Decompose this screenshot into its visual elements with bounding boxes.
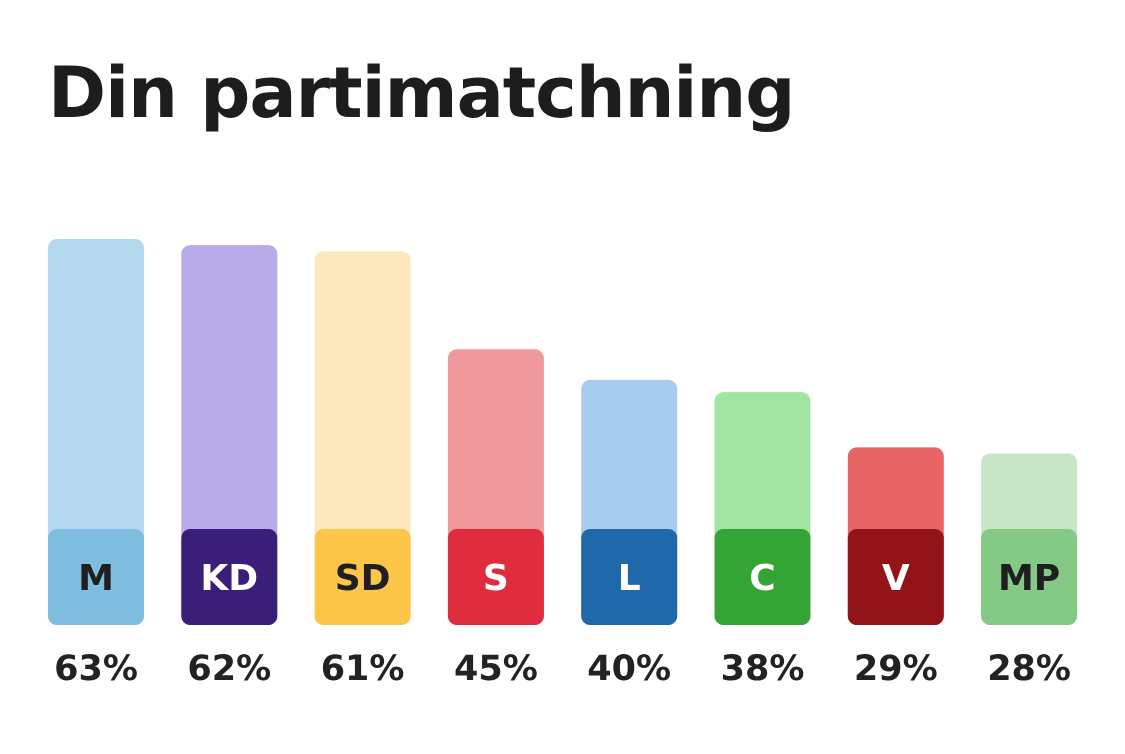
bar-group-v: V 29% [847,447,944,689]
chart-title: Din partimatchning [48,52,795,134]
party-badge-m [48,529,144,625]
party-badge-l [581,529,678,625]
value-label-sd: 61% [321,649,405,689]
party-label-l: L [618,558,641,599]
bar-group-m: M 63% [48,239,144,689]
party-label-mp: MP [998,558,1060,599]
party-badge-v [847,529,944,625]
value-label-s: 45% [454,649,538,689]
party-badge-mp [981,529,1078,625]
bar-group-l: L 40% [581,379,678,689]
party-label-s: S [483,558,509,599]
party-label-kd: KD [200,558,258,599]
party-label-c: C [749,558,775,599]
value-label-m: 63% [54,649,138,689]
party-badge-kd [181,529,278,625]
party-badge-c [714,529,811,625]
bar-group-s: S 45% [447,349,544,689]
value-label-c: 38% [721,649,805,689]
value-label-mp: 28% [987,649,1071,689]
value-label-v: 29% [854,649,938,689]
party-label-sd: SD [335,558,391,599]
party-label-v: V [882,558,910,599]
value-label-l: 40% [587,649,671,689]
party-badge-s [447,529,544,625]
party-badge-sd [314,529,411,625]
value-label-kd: 62% [187,649,271,689]
bar-group-mp: MP 28% [981,453,1078,689]
bar-group-sd: SD 61% [314,251,411,689]
party-label-m: M [78,558,114,599]
bar-m [48,239,144,625]
bar-group-c: C 38% [714,392,811,689]
bar-group-kd: KD 62% [181,245,278,689]
